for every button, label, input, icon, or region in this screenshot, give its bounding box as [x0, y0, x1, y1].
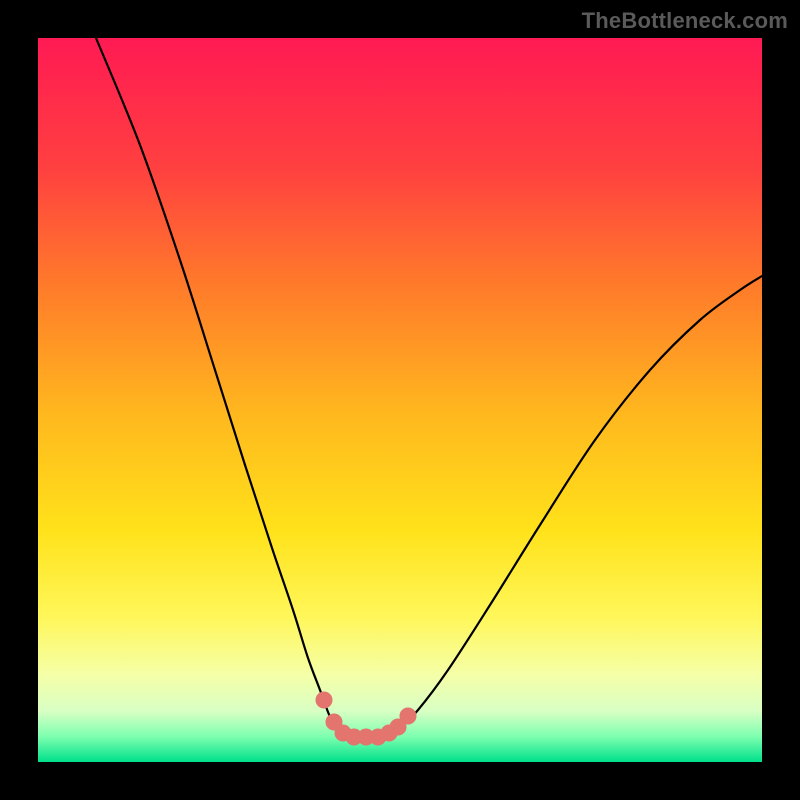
chart-canvas: TheBottleneck.com [0, 0, 800, 800]
plot-background [38, 38, 762, 762]
bottleneck-curve-plot [0, 0, 800, 800]
watermark-text: TheBottleneck.com [582, 8, 788, 34]
valley-marker [400, 708, 416, 724]
valley-marker [316, 692, 332, 708]
